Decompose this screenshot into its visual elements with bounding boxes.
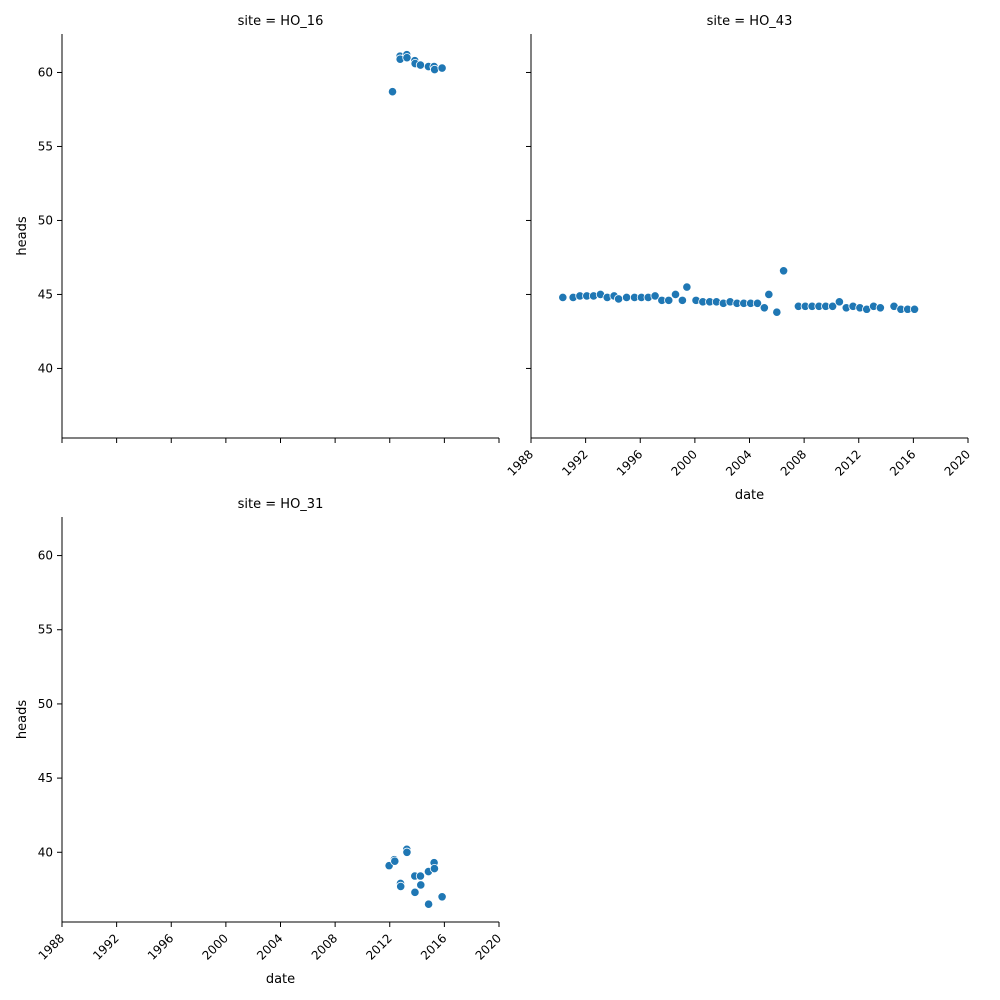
facet-panel-2: 1988 1992 1996 2000 2004 2008 2012 2016 2020 site… (505, 14, 973, 503)
x-tick-label: 2012 (363, 931, 394, 962)
data-point (828, 301, 838, 311)
data-point (764, 289, 774, 300)
data-point (772, 307, 782, 317)
data-point (622, 292, 632, 303)
data-point (437, 892, 447, 902)
data-point (402, 53, 412, 63)
data-point (430, 64, 440, 75)
facet-panel-3: 40 45 50 55 60 1988 1992 1996 2000 2004 2008 2012 20… (15, 497, 504, 987)
data-point (423, 899, 434, 909)
x-tick-label: 1988 (505, 447, 536, 478)
x-tick-label: 2004 (723, 447, 754, 478)
data-point (415, 871, 426, 881)
data-point (650, 291, 660, 301)
x-axis-label: date (266, 972, 295, 987)
data-point (415, 60, 426, 70)
panel-title: site = HO_43 (707, 14, 793, 29)
x-tick-label: 1996 (145, 931, 176, 962)
data-point (429, 863, 440, 874)
data-point (759, 303, 769, 313)
data-point (558, 292, 568, 303)
data-point (410, 887, 420, 897)
x-tick-label: 1988 (36, 931, 67, 962)
x-tick-label: 2000 (199, 931, 230, 962)
x-tick-label: 2004 (254, 931, 285, 962)
data-point (677, 295, 687, 305)
y-tick-label: 50 (38, 697, 53, 711)
data-point (670, 289, 681, 300)
y-tick-label: 60 (38, 549, 53, 563)
y-tick-label: 40 (38, 845, 53, 859)
x-tick-label: 2016 (887, 447, 918, 478)
y-tick-label: 45 (38, 287, 53, 301)
data-point (682, 282, 692, 292)
panel-title: site = HO_16 (238, 14, 324, 29)
y-axis-label: heads (15, 216, 30, 255)
y-tick-label: 40 (38, 361, 53, 375)
y-tick-label: 55 (38, 623, 53, 637)
x-tick-label: 2020 (942, 447, 973, 478)
y-tick-label: 60 (38, 65, 53, 79)
data-point (752, 298, 763, 308)
x-tick-label: 2000 (668, 447, 699, 478)
y-axis-label: heads (15, 700, 30, 739)
x-tick-label: 2008 (778, 447, 809, 478)
panel-title: site = HO_31 (238, 497, 324, 512)
data-point (834, 297, 844, 307)
data-point (387, 87, 398, 97)
x-tick-label: 2012 (832, 447, 863, 478)
data-point (390, 856, 400, 866)
data-point (614, 294, 624, 304)
data-point (664, 295, 674, 305)
data-point (875, 303, 885, 313)
x-tick-label: 2016 (418, 931, 449, 962)
y-tick-label: 50 (38, 213, 53, 227)
y-tick-label: 55 (38, 139, 53, 153)
x-tick-label: 1992 (559, 447, 590, 478)
y-tick-label: 45 (38, 771, 53, 785)
data-point (437, 63, 447, 73)
data-point (416, 880, 426, 890)
data-point (778, 266, 789, 276)
data-point (909, 304, 920, 314)
x-axis-label: date (735, 488, 764, 503)
x-tick-label: 1992 (90, 931, 121, 962)
x-tick-label: 2008 (309, 931, 340, 962)
data-point (402, 847, 412, 857)
x-tick-label: 2020 (473, 931, 504, 962)
x-tick-label: 1996 (614, 447, 645, 478)
data-point (396, 881, 406, 891)
